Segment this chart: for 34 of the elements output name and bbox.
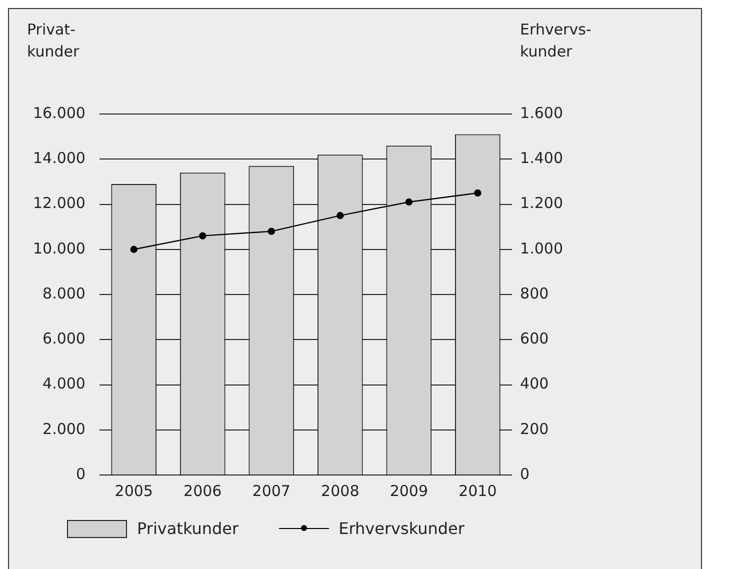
- y-tick-label: 8.000: [42, 284, 86, 302]
- x-tick-label: 2006: [184, 482, 222, 500]
- y-tick-label: 4.000: [42, 374, 86, 393]
- y2-axis-title: Erhvervs- kunder: [520, 20, 592, 60]
- y-tick-label: 6.000: [42, 330, 86, 348]
- x-tick-label: 2005: [114, 482, 153, 500]
- y2-tick-label: 1.600: [520, 104, 564, 122]
- y2-tick-label: 400: [520, 374, 549, 393]
- y-tick-label: 0: [76, 464, 86, 483]
- y2-tick-label: 1.400: [520, 149, 564, 168]
- point: [474, 189, 482, 197]
- y-tick-label: 16.000: [32, 104, 86, 122]
- x-tick-label: 2008: [321, 482, 360, 500]
- text: Privatkunder: [137, 519, 239, 538]
- x-tick-label: 2010: [458, 482, 497, 500]
- y-tick-label: 10.000: [32, 239, 86, 258]
- y2-tick-label: 1.000: [520, 239, 564, 258]
- y-tick-label: 12.000: [32, 194, 86, 212]
- point: [199, 232, 206, 240]
- point: [405, 198, 413, 206]
- y-tick-label: 2.000: [42, 420, 86, 438]
- y-tick-label: 14.000: [32, 149, 86, 168]
- legend-label: Erhvervskunder: [338, 519, 464, 538]
- y2-tick-label: 0: [520, 464, 530, 483]
- y-axis-title: Privat- kunder: [27, 20, 80, 60]
- x-tick-label: 2009: [390, 482, 428, 500]
- y2-tick-label: 1.200: [520, 194, 564, 212]
- y2-tick-label: 200: [520, 420, 549, 438]
- point: [268, 228, 275, 235]
- y2-tick-label: 600: [520, 330, 549, 348]
- x-tick-label: 2007: [252, 482, 290, 500]
- point: [130, 246, 138, 253]
- point: [336, 212, 344, 220]
- y2-tick-label: 800: [520, 284, 549, 302]
